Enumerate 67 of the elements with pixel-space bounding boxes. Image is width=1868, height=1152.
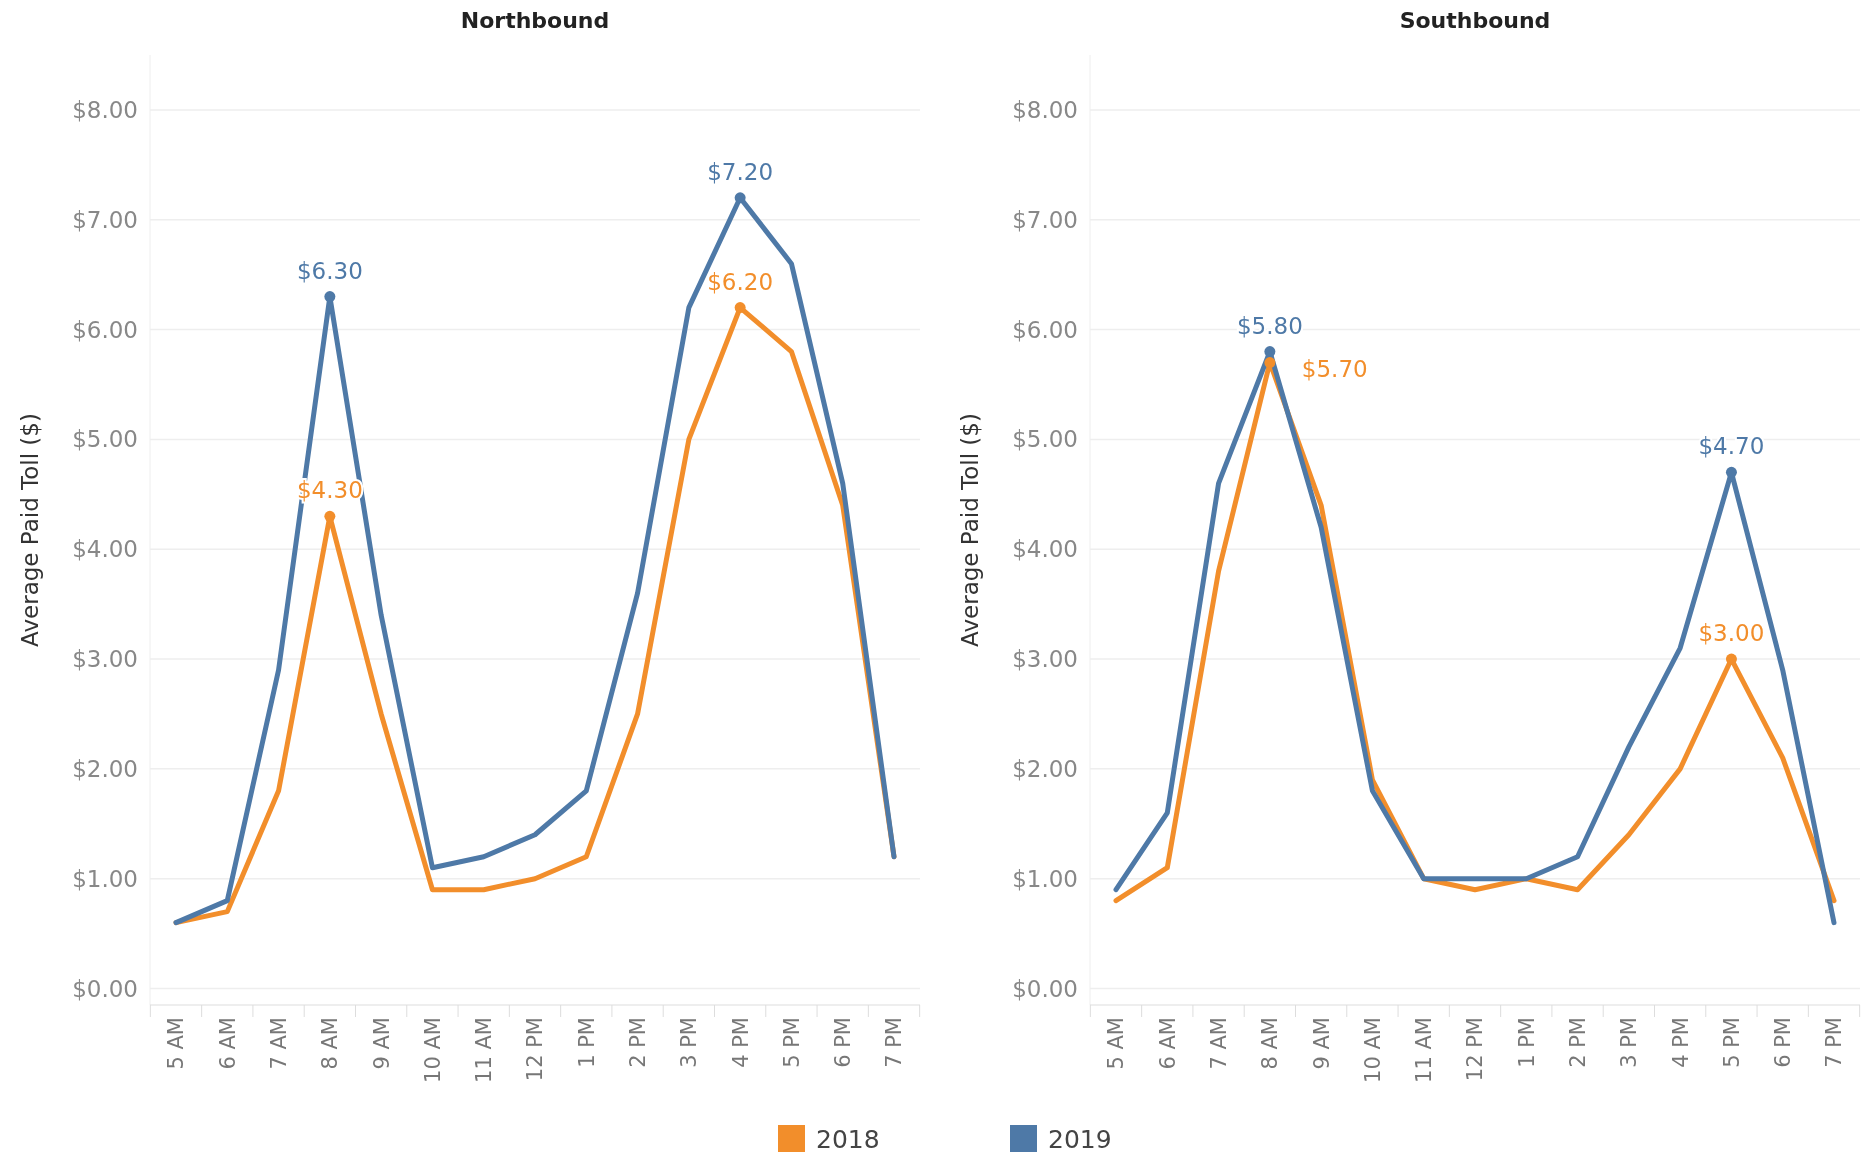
x-tick-label: 4 PM xyxy=(728,1017,753,1068)
point xyxy=(324,510,336,522)
x-tick-label: 2 PM xyxy=(625,1017,650,1068)
x-tick-label: 7 AM xyxy=(1206,1017,1231,1070)
x-tick-label: 1 PM xyxy=(574,1017,599,1068)
y-tick-label: $4.00 xyxy=(72,536,138,563)
x-tick-label: 6 AM xyxy=(215,1017,240,1070)
x-tick-label: 7 AM xyxy=(266,1017,291,1070)
y-tick-label: $8.00 xyxy=(1012,96,1078,123)
y-tick-label: $4.00 xyxy=(1012,536,1078,563)
x-tick-label: 5 AM xyxy=(1104,1017,1129,1070)
y-tick-label: $6.00 xyxy=(1012,316,1078,343)
y-tick-label: $1.00 xyxy=(72,865,138,892)
x-tick-label: 12 PM xyxy=(523,1017,548,1082)
y-tick-label: $3.00 xyxy=(72,646,138,673)
y-axis-title: Average Paid Toll ($) xyxy=(957,413,983,647)
y-tick-label: $7.00 xyxy=(72,206,138,233)
x-tick-label: 3 PM xyxy=(677,1017,702,1068)
x-tick-label: 4 PM xyxy=(1668,1017,1693,1068)
legend-label: 2018 xyxy=(816,1124,880,1152)
x-tick-label: 6 AM xyxy=(1155,1017,1180,1070)
point xyxy=(1725,653,1737,665)
x-tick-label: 5 PM xyxy=(779,1017,804,1068)
x-tick-label: 11 AM xyxy=(472,1017,497,1083)
chart-title: Southbound xyxy=(1399,8,1551,33)
x-tick-label: 10 AM xyxy=(420,1017,445,1083)
x-tick-label: 8 AM xyxy=(318,1017,343,1070)
y-tick-label: $7.00 xyxy=(1012,206,1078,233)
data-label: $3.00 xyxy=(1698,620,1765,647)
x-tick-label: 1 PM xyxy=(1514,1017,1539,1068)
x-tick-label: 6 PM xyxy=(1771,1017,1796,1068)
y-tick-label: $5.00 xyxy=(72,426,138,453)
y-tick-label: $6.00 xyxy=(72,316,138,343)
x-tick-label: 3 PM xyxy=(1617,1017,1642,1068)
y-axis-title: Average Paid Toll ($) xyxy=(17,413,43,647)
chart-title: Northbound xyxy=(460,8,610,33)
y-tick-label: $8.00 xyxy=(72,96,138,123)
x-tick-label: 7 PM xyxy=(882,1017,907,1068)
x-tick-label: 12 PM xyxy=(1463,1017,1488,1082)
data-label: $5.70 xyxy=(1301,355,1368,382)
y-tick-label: $2.00 xyxy=(1012,755,1078,782)
point xyxy=(734,192,746,204)
x-tick-label: 11 AM xyxy=(1412,1017,1437,1083)
data-label: $6.30 xyxy=(296,257,363,284)
legend-label: 2019 xyxy=(1048,1124,1112,1152)
data-label: $7.20 xyxy=(707,158,774,185)
x-tick-label: 9 AM xyxy=(369,1017,394,1070)
x-tick-label: 5 AM xyxy=(164,1017,189,1070)
data-label: $4.70 xyxy=(1698,433,1765,460)
x-tick-label: 7 PM xyxy=(1822,1017,1847,1068)
point xyxy=(1725,466,1737,478)
y-tick-label: $1.00 xyxy=(1012,865,1078,892)
y-tick-label: $3.00 xyxy=(1012,646,1078,673)
y-tick-label: $2.00 xyxy=(72,755,138,782)
data-label: $6.20 xyxy=(707,268,774,295)
point xyxy=(734,302,746,314)
x-tick-label: 10 AM xyxy=(1360,1017,1385,1083)
data-label: $5.80 xyxy=(1236,312,1303,339)
point xyxy=(1264,357,1276,369)
x-tick-label: 5 PM xyxy=(1719,1017,1744,1068)
x-tick-label: 6 PM xyxy=(831,1017,856,1068)
y-tick-label: $0.00 xyxy=(1012,975,1078,1002)
y-tick-label: $5.00 xyxy=(1012,426,1078,453)
x-tick-label: 9 AM xyxy=(1309,1017,1334,1070)
x-tick-label: 2 PM xyxy=(1565,1017,1590,1068)
x-tick-label: 8 AM xyxy=(1258,1017,1283,1070)
y-tick-label: $0.00 xyxy=(72,975,138,1002)
